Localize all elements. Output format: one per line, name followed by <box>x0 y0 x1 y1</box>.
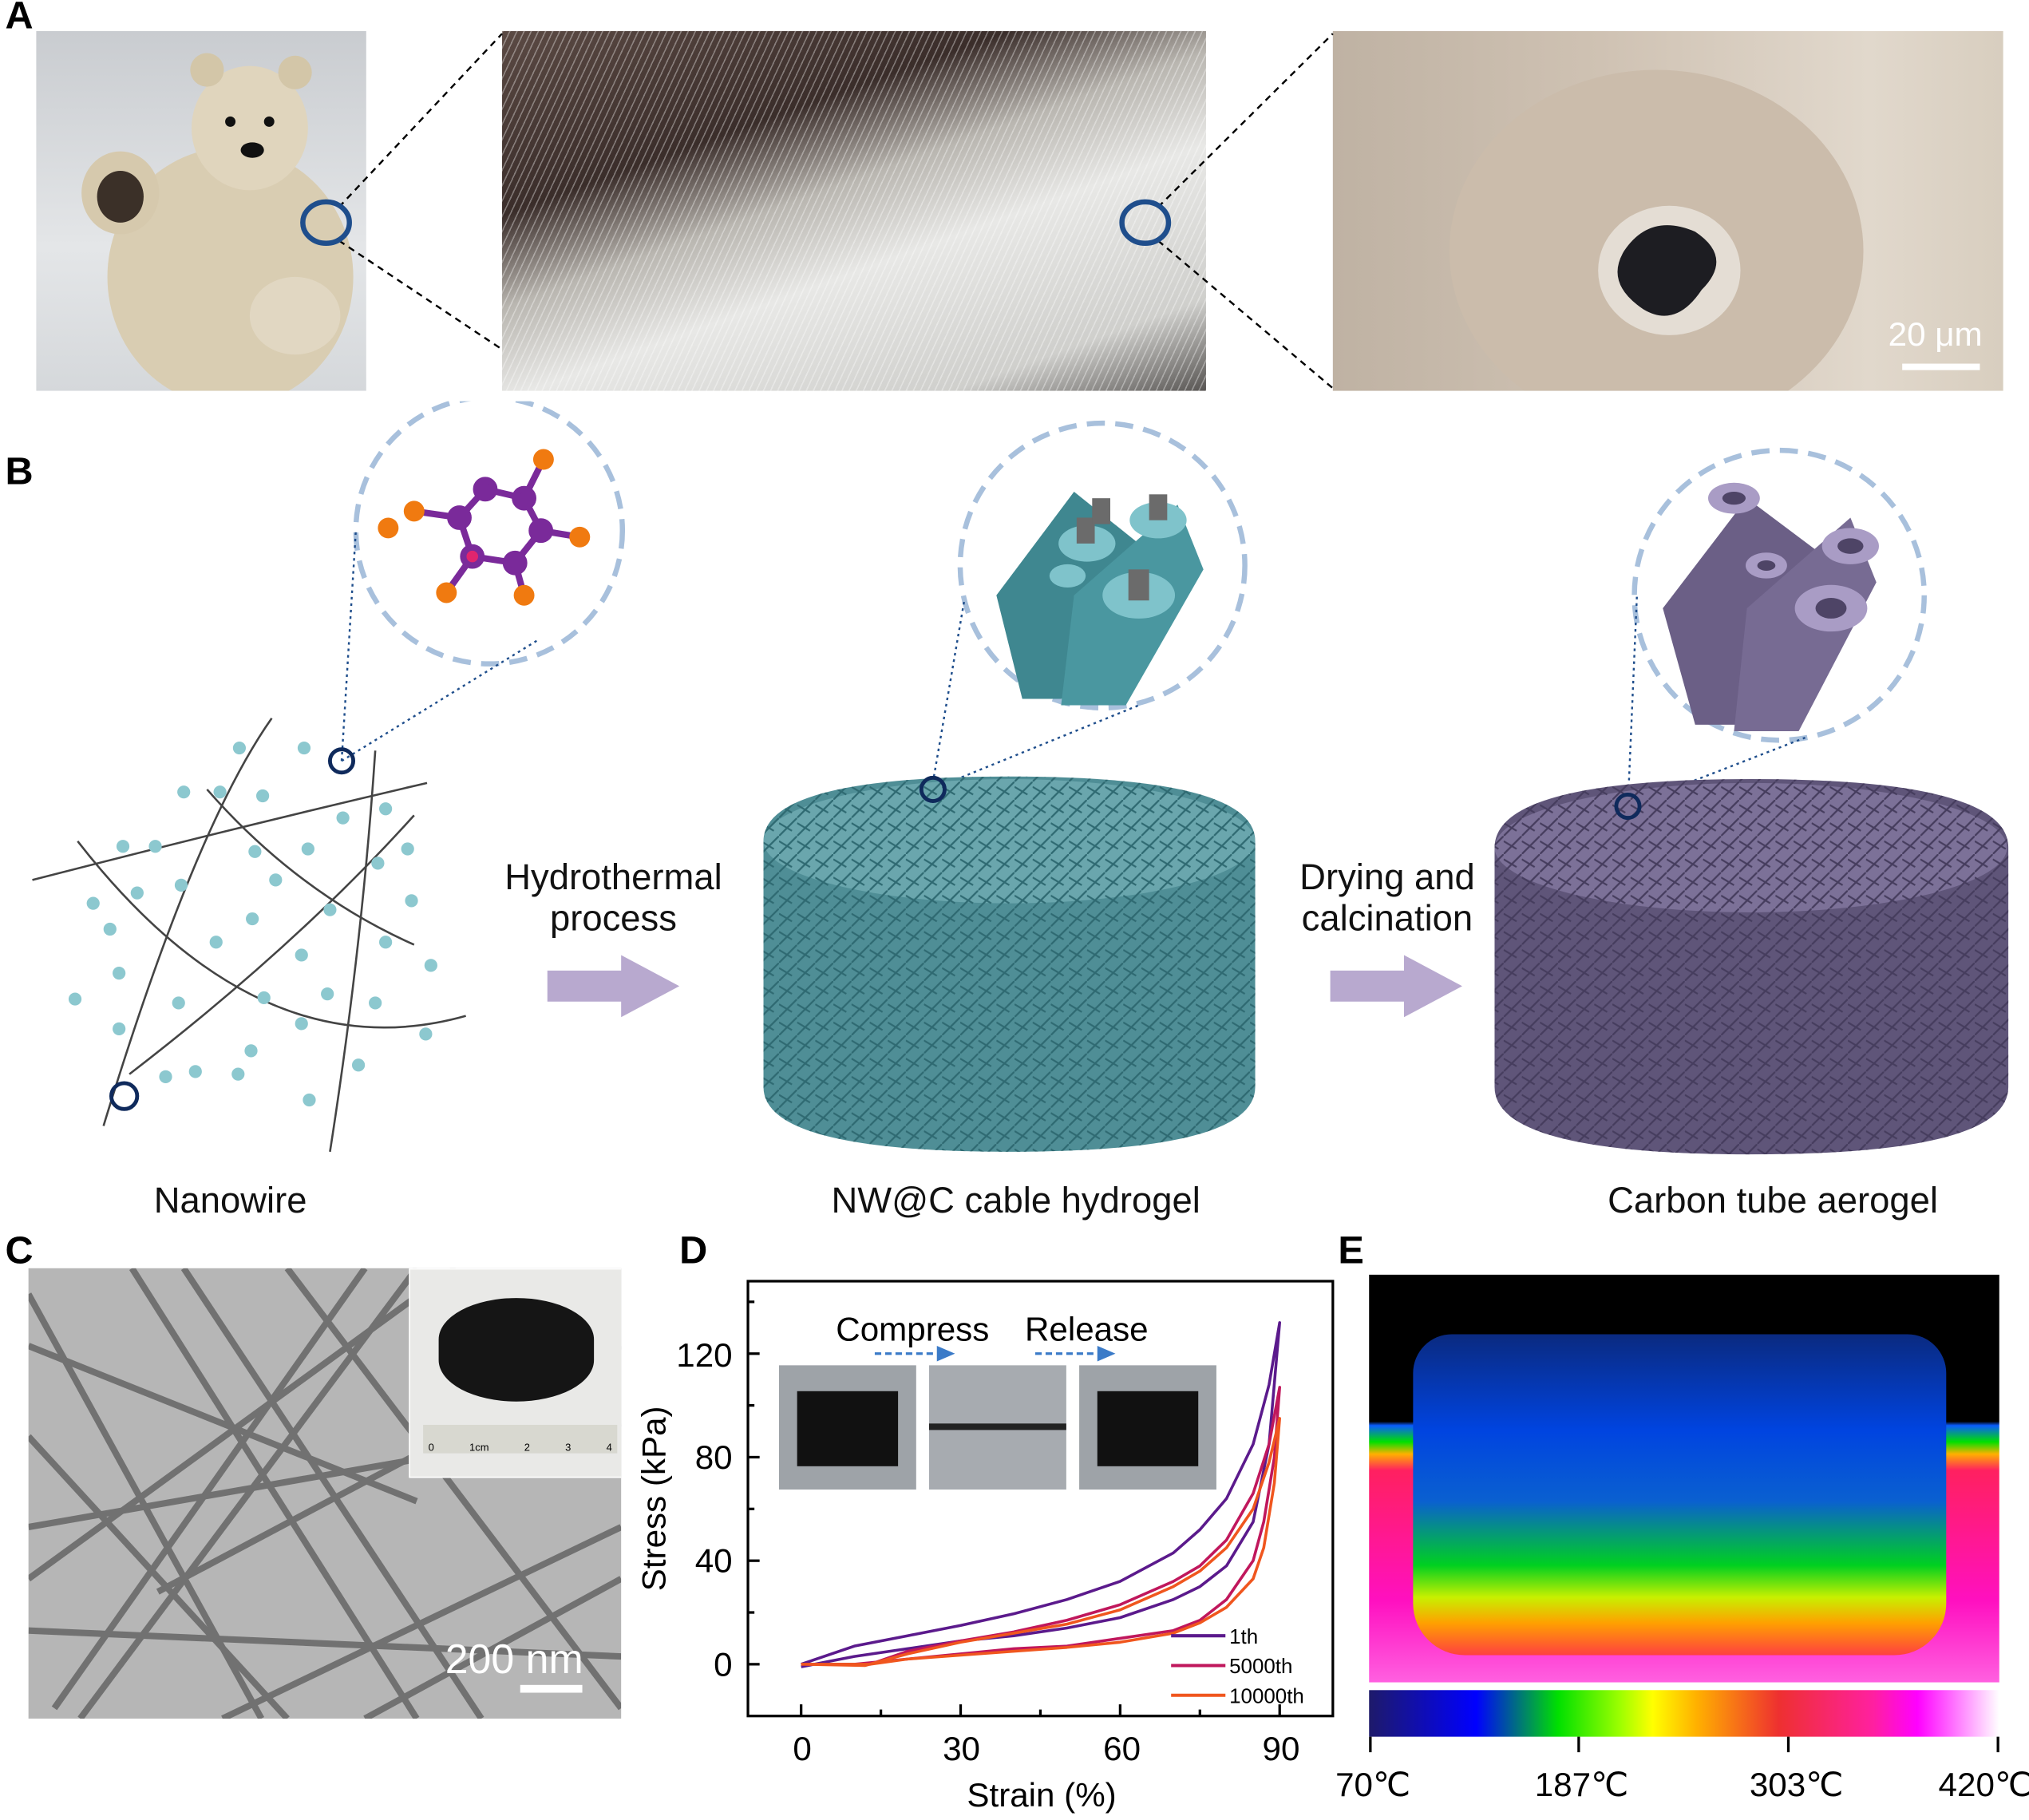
scale-bar <box>520 1684 583 1693</box>
zoom-circle <box>300 199 352 247</box>
carbon-tube-icon <box>1663 482 1879 731</box>
step-label-line: Hydrothermal <box>504 857 722 897</box>
fur-texture <box>502 30 1206 391</box>
ruler-tick: 3 <box>565 1442 572 1454</box>
axis-ticks <box>748 1300 1281 1716</box>
zoom-circle <box>1614 792 1642 821</box>
release-label: Release <box>1025 1311 1149 1348</box>
molecule-magnifier <box>353 401 625 667</box>
cable-nanowire-icon <box>996 492 1204 706</box>
panel-label-c: C <box>5 1229 34 1272</box>
colorbar-tick-label: 303℃ <box>1749 1765 1844 1804</box>
thermal-image <box>1369 1274 1999 1683</box>
scale-bar-label: 200 nm <box>445 1636 583 1683</box>
step-drying-label: Drying and calcination <box>1281 857 1493 940</box>
hydrogel-cylinder <box>763 776 1256 1152</box>
panel-label-a: A <box>5 0 34 38</box>
panel-label-e: E <box>1338 1229 1364 1272</box>
compression-photos <box>778 1365 1216 1490</box>
aerogel-photo-inset: 0 1cm 2 3 4 <box>409 1268 622 1478</box>
colorbar-tick-label: 420℃ <box>1938 1765 2029 1804</box>
x-tick-label: 90 <box>1263 1730 1300 1767</box>
colorbar-tick-label: 187℃ <box>1534 1765 1629 1804</box>
legend-label: 10000th <box>1229 1685 1304 1707</box>
aerogel-cylinder <box>1494 778 2009 1155</box>
ruler-tick: 4 <box>606 1442 612 1454</box>
zoom-circle <box>327 747 356 775</box>
fur-closeup-photo <box>502 30 1206 391</box>
nanowire-network <box>32 718 466 1153</box>
heated-aerogel <box>1413 1334 1947 1656</box>
series-line-1th <box>801 1321 1281 1668</box>
colorbar-tick-label: 70℃ <box>1335 1765 1411 1804</box>
y-tick-label: 80 <box>695 1438 733 1476</box>
glucose-dots <box>68 741 437 1107</box>
series-group <box>801 1321 1281 1668</box>
zoom-circle <box>1119 199 1172 247</box>
ruler-tick: 0 <box>428 1442 434 1454</box>
panel-label-d: D <box>679 1229 708 1272</box>
x-tick-label: 0 <box>793 1730 811 1767</box>
process-arrow-icon <box>547 955 680 1018</box>
black-aerogel <box>438 1298 595 1402</box>
y-tick-label: 0 <box>714 1645 732 1683</box>
temperature-colorbar <box>1369 1690 1999 1737</box>
zoom-circle <box>109 1081 140 1111</box>
step-hydrothermal-label: Hydrothermal process <box>494 857 732 940</box>
tem-image: 0 1cm 2 3 4 200 nm <box>28 1268 622 1719</box>
ruler: 0 1cm 2 3 4 <box>423 1424 618 1454</box>
polar-bear-illustration <box>81 53 354 391</box>
y-tick-label: 40 <box>695 1542 733 1580</box>
ruler-tick: 1cm <box>469 1442 489 1454</box>
ruler-tick: 2 <box>524 1442 530 1454</box>
glucose-molecule-icon <box>378 449 591 606</box>
tube-magnifier <box>1632 447 1927 743</box>
scale-bar-label: 20 μm <box>1888 314 1983 354</box>
x-tick-label: 60 <box>1103 1730 1141 1767</box>
colorbar-ticks <box>1369 1736 1999 1753</box>
polar-bear-photo <box>36 30 366 391</box>
compress-label: Compress <box>836 1311 989 1348</box>
legend-label: 5000th <box>1229 1656 1292 1678</box>
zoom-connector-lines <box>300 33 1334 390</box>
carbon-tube-network <box>28 1268 622 1719</box>
y-axis-label: Stress (kPa) <box>635 1406 672 1591</box>
synthesis-schematic <box>32 401 2009 1155</box>
hair-sem-image: 20 μm <box>1332 30 2003 391</box>
step-label-line: Drying and <box>1299 857 1475 897</box>
step-label-line: process <box>549 898 677 939</box>
process-arrow-icon <box>1330 955 1462 1018</box>
cable-magnifier <box>957 420 1248 711</box>
stage-nanowire-label: Nanowire <box>153 1180 307 1221</box>
y-tick-label: 120 <box>676 1336 732 1374</box>
hollow-hair-illustration <box>1449 69 1864 391</box>
stage-aerogel-label: Carbon tube aerogel <box>1608 1180 1938 1221</box>
legend-label: 1th <box>1229 1626 1258 1648</box>
panel-label-b: B <box>5 450 34 493</box>
compress-release-arrows <box>874 1346 1116 1362</box>
legend: 1th 5000th 10000th <box>1171 1626 1304 1707</box>
stress-strain-chart: 0 30 60 90 0 40 80 120 Strain (%) Stress… <box>635 1280 1335 1814</box>
series-line-10000th <box>801 1417 1281 1668</box>
scale-bar <box>1902 363 1980 370</box>
step-label-line: calcination <box>1301 898 1473 939</box>
x-axis-label: Strain (%) <box>967 1776 1116 1814</box>
zoom-circle <box>919 775 947 803</box>
stage-hydrogel-label: NW@C cable hydrogel <box>831 1180 1200 1221</box>
x-tick-label: 30 <box>943 1730 980 1767</box>
